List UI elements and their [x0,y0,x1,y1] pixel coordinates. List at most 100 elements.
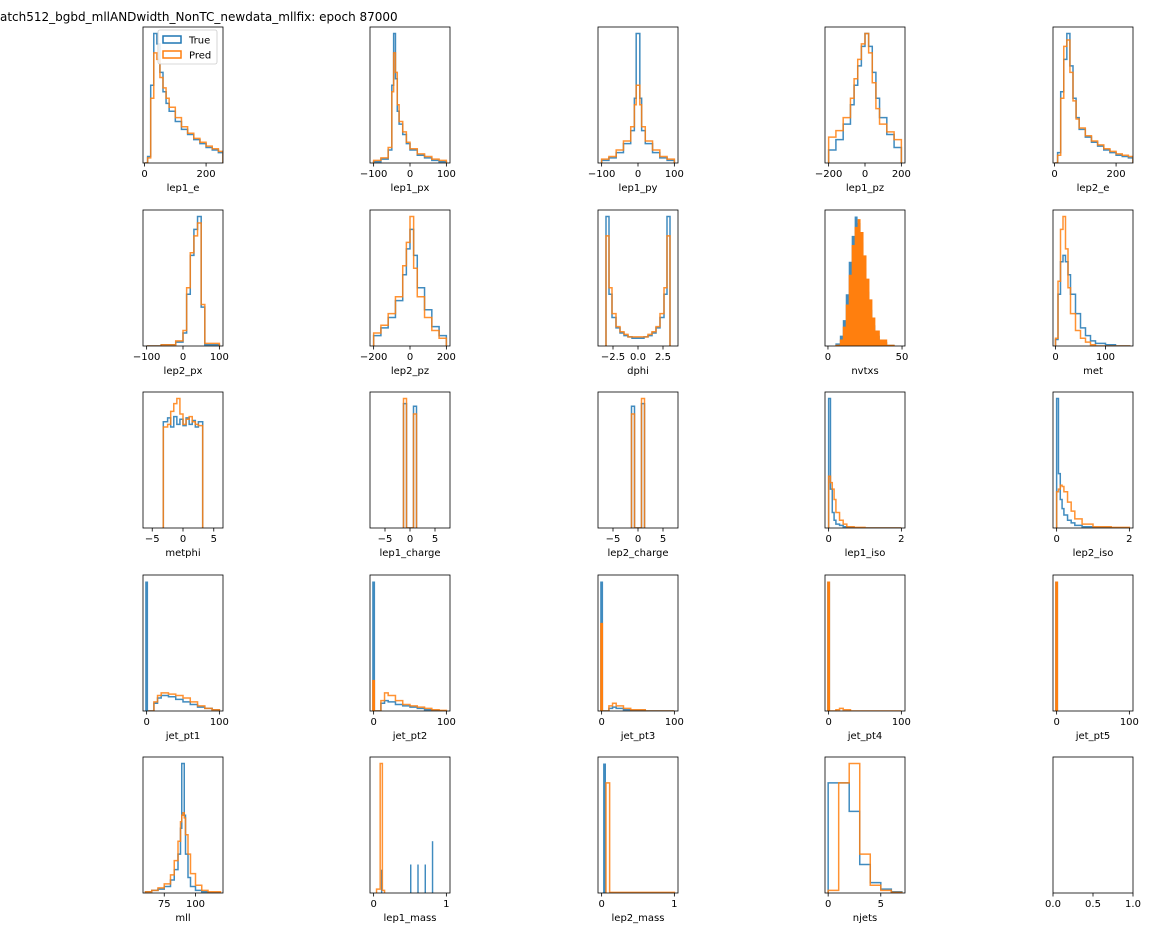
x-axis-label: jet_pt3 [620,731,655,742]
x-tick-label: 100 [210,352,229,363]
axes-frame [1052,391,1134,529]
plot-area [605,215,671,346]
series-true [145,581,149,711]
panel-empty: 0.0 0.5 1.0 [1045,756,1141,910]
x-tick-label: −200 [815,169,842,180]
series-pred [162,397,204,528]
x-tick-label: 200 [197,169,216,180]
plot-area [827,397,902,528]
x-axis-label: lep2_pz [391,366,429,377]
series-pred [603,702,675,711]
axes-frame [824,209,906,347]
x-tick-label: 0 [143,717,149,728]
panel-lep1_px: −100 0 100 lep1_px [360,26,456,194]
x-tick-label: 5 [660,534,666,545]
plot-area [1054,215,1131,346]
x-tick-label: 2.5 [655,352,671,363]
series-pred [372,52,448,163]
axes-frame [142,209,224,347]
axes-frame [824,391,906,529]
plot-area [630,397,646,528]
x-axis-label: lep1_pz [846,183,884,194]
x-axis-label: lep2_iso [1073,548,1114,559]
plot-area [1055,397,1131,528]
plot-area [372,215,448,346]
panel-jet_pt1: 0 100 jet_pt1 [142,574,229,742]
panel-lep2_px: −100 0 100 lep2_px [133,209,229,377]
x-axis-label: jet_pt1 [165,731,200,742]
x-axis-label: jet_pt5 [1075,731,1110,742]
x-axis-label: jet_pt2 [392,731,427,742]
series-pred [1054,215,1131,346]
legend-label-pred: Pred [189,51,211,62]
x-tick-label: 200 [1107,169,1126,180]
panel-lep1_mass: 0 1 lep1_mass [369,756,451,924]
x-tick-label: 0 [635,169,641,180]
x-tick-label: 0 [141,169,147,180]
x-axis-label: lep1_e [167,183,200,194]
series-pred [144,811,222,893]
x-axis-label: njets [853,913,877,924]
panel-lep1_e: 0 200 lep1_e True Pred [141,26,224,194]
axes-frame [824,574,906,712]
panel-jet_pt4: 0 100 jet_pt4 [824,574,911,742]
series-true [402,402,418,528]
series-pred [1055,581,1059,711]
panel-jet_pt3: 0 100 jet_pt3 [597,574,684,742]
plot-area [1054,32,1133,163]
series-true [1054,254,1131,346]
x-tick-label: 1 [443,899,449,910]
axes-frame [597,26,679,164]
series-true [600,32,676,163]
plot-area [146,215,221,346]
x-axis-label: lep1_px [391,183,430,194]
x-tick-label: 0 [370,899,376,910]
x-tick-label: −100 [588,169,615,180]
x-axis-label: dphi [627,366,649,377]
series-true [372,228,448,346]
x-tick-label: 0 [825,717,831,728]
x-tick-label: 1 [671,899,677,910]
plot-area [600,32,676,163]
panel-lep1_py: −100 0 100 lep1_py [588,26,684,194]
panel-lep2_charge: −5 0 5 lep2_charge [597,391,679,559]
series-true [431,841,434,893]
x-tick-label: −2.5 [601,352,625,363]
series-pred [402,397,418,528]
series-pred [827,762,903,893]
series-pred [375,692,448,711]
x-tick-label: 100 [892,717,911,728]
panel-lep2_pz: −200 0 200 lep2_pz [360,209,456,377]
x-tick-label: −5 [378,534,393,545]
x-tick-label: 0 [825,534,831,545]
x-tick-label: 100 [1120,717,1139,728]
x-tick-label: 5 [211,534,217,545]
series-pred [827,581,831,711]
axes-frame [369,391,451,529]
axes-frame [597,574,679,712]
series-pred [630,397,646,528]
x-tick-label: 100 [665,169,684,180]
x-tick-label: 75 [158,899,171,910]
x-tick-label: 0 [825,352,831,363]
axes-frame [142,391,224,529]
x-axis-label: lep1_py [619,183,658,194]
series-pred [827,32,903,163]
panel-lep2_iso: 0 2 lep2_iso [1052,391,1134,559]
series-true [417,864,419,893]
series-pred [146,222,221,346]
x-tick-label: 0 [180,352,186,363]
x-axis-label: lep2_px [164,366,203,377]
x-tick-label: 0 [598,717,604,728]
series-true [372,581,376,711]
x-tick-label: 0 [1053,717,1059,728]
x-axis-label: metphi [165,548,200,559]
x-tick-label: 50 [896,352,909,363]
legend-box [157,29,218,65]
plot-area [1055,581,1059,711]
axes-frame [369,574,451,712]
x-tick-label: 100 [665,717,684,728]
plot-area [372,32,448,163]
